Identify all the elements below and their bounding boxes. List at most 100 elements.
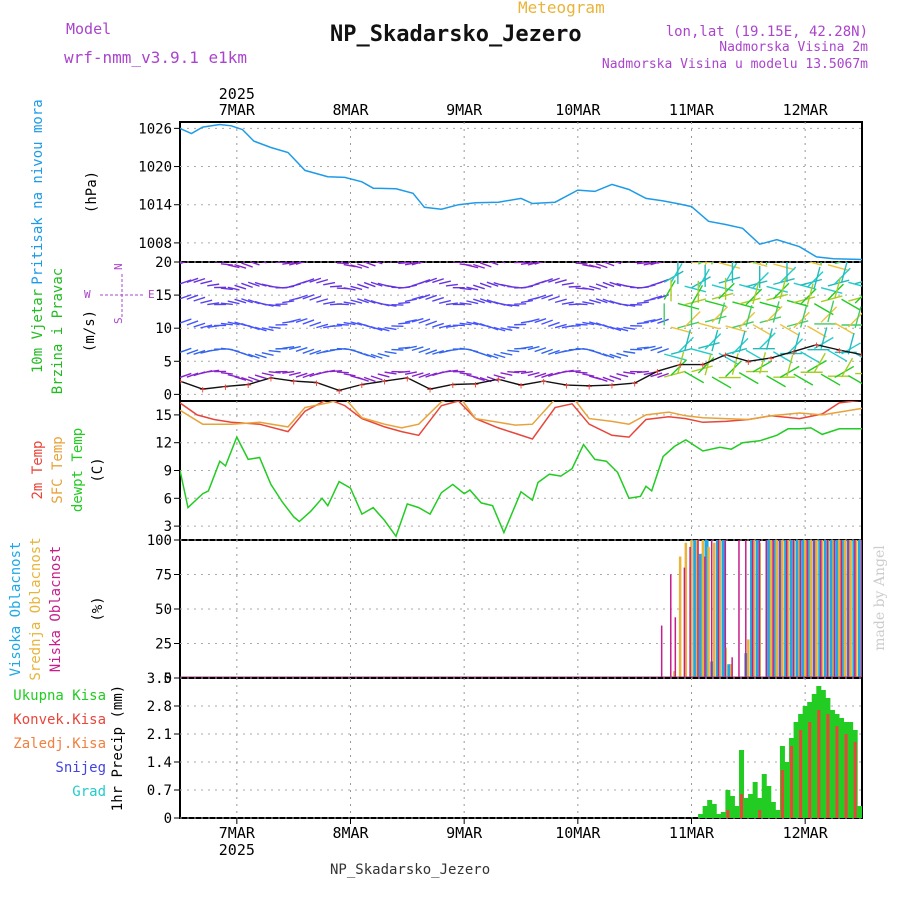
wind-barb <box>609 326 622 332</box>
wind-barb <box>411 317 424 323</box>
cloud-bar <box>717 540 720 678</box>
wind-barb <box>193 277 206 283</box>
wind-barb <box>807 359 827 373</box>
wind-barb <box>220 263 233 266</box>
cloud-bar <box>775 540 778 678</box>
wind-barb <box>350 321 363 326</box>
cloud-bar <box>854 540 856 678</box>
wind-barb <box>575 371 588 374</box>
precip-bar <box>726 810 730 818</box>
gust-marker: + <box>586 380 593 393</box>
wind-barb <box>698 322 720 330</box>
wind-barb <box>247 281 260 287</box>
wind-barb <box>820 373 841 386</box>
cloud-bar <box>689 546 691 678</box>
wind-barb <box>316 298 329 303</box>
wind-barb <box>589 321 601 326</box>
cloud-bar <box>809 540 813 678</box>
wind-barb <box>446 258 458 259</box>
cloud-bar <box>693 540 698 678</box>
gust-marker: + <box>313 376 320 389</box>
wind-barb <box>350 264 363 269</box>
wind-barb <box>840 357 854 378</box>
wind-barb <box>288 371 301 377</box>
wind-barb <box>582 287 595 291</box>
compass-west: W <box>84 288 91 301</box>
wind-barb <box>316 323 329 329</box>
wind-barb <box>602 298 615 304</box>
cloud-bar <box>789 540 794 678</box>
wind-barb <box>187 262 188 263</box>
wind-barb <box>623 326 636 330</box>
x-day-label-bottom: 7MAR <box>219 824 256 842</box>
precip-bar <box>725 790 731 818</box>
y-tick-label: 15 <box>155 288 172 304</box>
wind-barb <box>309 349 322 355</box>
wind-barb <box>268 349 281 353</box>
cloud-bar <box>707 546 710 678</box>
y-tick-label: 2.8 <box>147 699 172 715</box>
wind-barb <box>247 376 260 382</box>
wind-barb <box>520 299 533 304</box>
y-tick-label: 1014 <box>138 198 172 214</box>
gust-marker: + <box>745 355 752 368</box>
wind-barb <box>548 349 560 356</box>
cloud-bar <box>738 540 740 678</box>
wind-barb <box>426 257 437 261</box>
wind-barb <box>180 279 192 285</box>
wind-barb <box>261 302 274 307</box>
precip-bar <box>775 810 781 818</box>
gust-marker: + <box>540 375 547 388</box>
wind-barb <box>534 318 547 324</box>
gust-marker: + <box>654 365 661 378</box>
cloud-bar <box>730 664 733 678</box>
wind-barb <box>718 276 741 284</box>
wind-barb <box>745 305 753 327</box>
wind-barb <box>363 376 376 383</box>
cloud-bar <box>803 540 807 678</box>
cloud-bar <box>724 540 727 678</box>
wind-barb <box>779 277 787 300</box>
temp-title-2m: 2m Temp <box>30 440 46 499</box>
wind-barb <box>616 327 629 332</box>
cloud-bar <box>673 671 676 678</box>
wind-barb <box>288 345 301 351</box>
precip-bar <box>748 794 754 818</box>
cloud-bar <box>792 540 795 678</box>
wind-barb <box>568 285 581 288</box>
wind-barb <box>711 292 734 300</box>
wind-barb <box>425 372 438 378</box>
wind-title-2: Brzina i Pravac <box>50 268 66 394</box>
wind-barb <box>200 256 212 259</box>
wind-barb <box>650 295 663 301</box>
wind-barb <box>820 286 843 295</box>
wind-barb <box>370 281 383 287</box>
wind-barb <box>329 369 343 373</box>
wind-barb <box>602 376 615 383</box>
wind-barb <box>363 298 376 304</box>
wind-barb <box>636 301 649 305</box>
gust-marker: + <box>495 373 502 386</box>
gust-marker: + <box>700 359 707 372</box>
wind-barb <box>370 353 383 359</box>
wind-barb <box>562 257 574 259</box>
precip-bar <box>848 722 854 818</box>
wind-barb <box>438 324 451 329</box>
wind-barb <box>541 319 553 325</box>
wind-barb <box>541 294 553 300</box>
precip-bar <box>698 814 704 818</box>
precip-bar <box>802 706 808 818</box>
wind-barb <box>765 328 773 350</box>
y-tick-label: 5 <box>164 354 172 370</box>
wind-barb <box>404 319 417 323</box>
wind-barb <box>488 262 499 266</box>
wind-barb <box>418 294 431 300</box>
cloud-bar <box>660 625 663 678</box>
wind-barb <box>500 262 506 264</box>
wind-barb <box>445 302 458 306</box>
x-day-label-top: 12MAR <box>783 101 829 119</box>
wind-barb <box>589 285 601 291</box>
x-day-label-bottom: 11MAR <box>669 824 715 842</box>
cloud-bar <box>786 540 790 678</box>
wind-barb <box>336 323 349 326</box>
